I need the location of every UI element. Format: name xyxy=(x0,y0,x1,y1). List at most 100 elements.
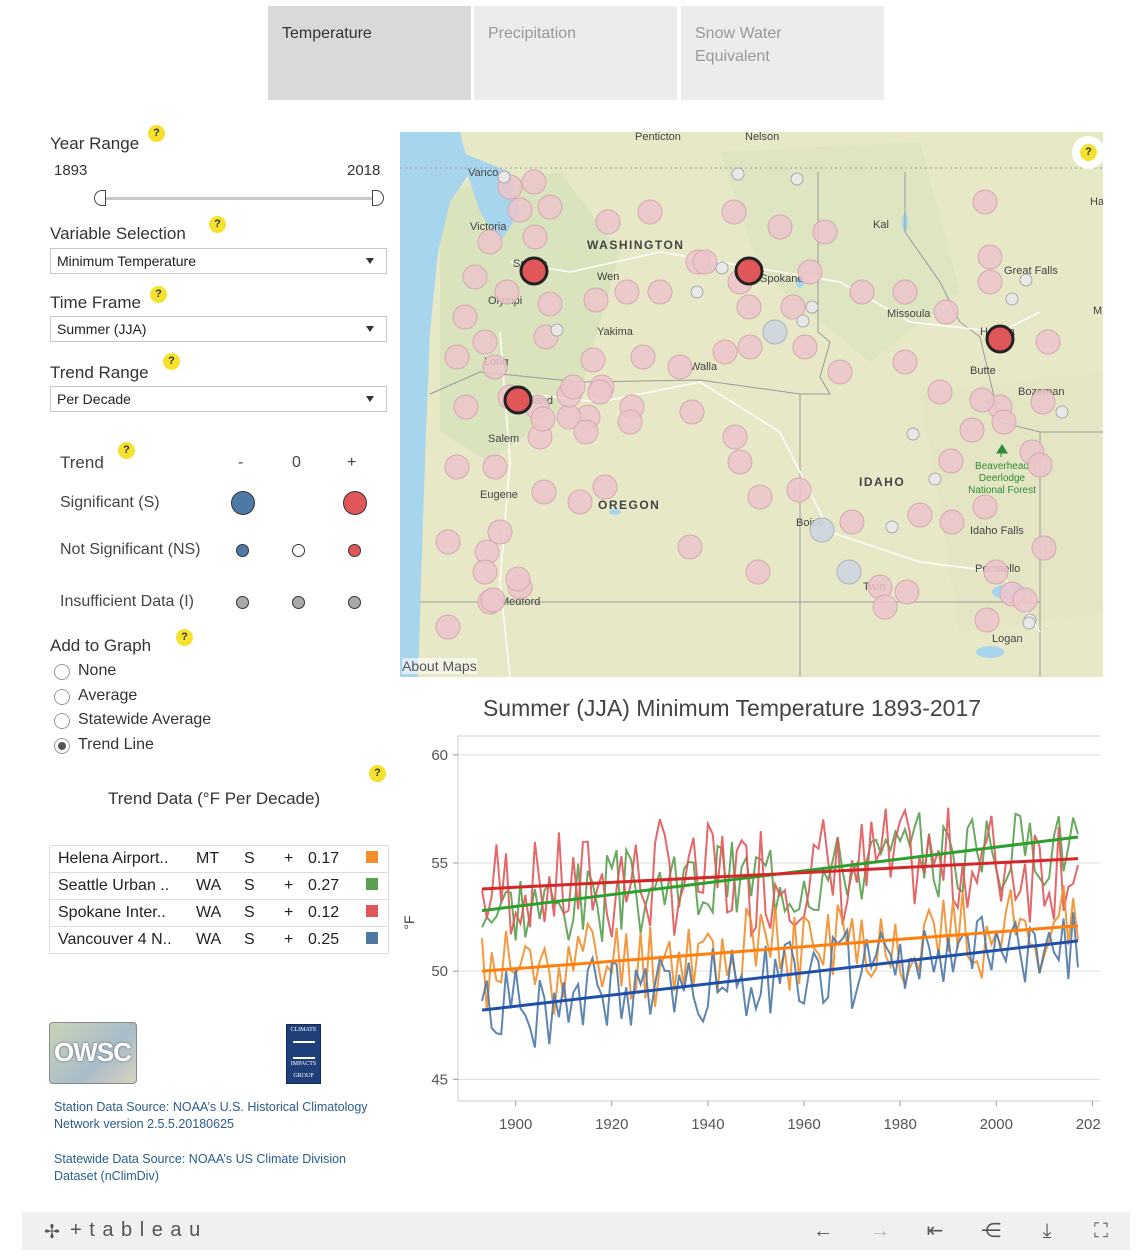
time-frame-dropdown[interactable]: Summer (JJA) xyxy=(50,316,387,342)
tableau-logo[interactable]: + t a b l e a u xyxy=(70,1219,202,1241)
station-marker-ns-positive[interactable] xyxy=(1027,452,1053,478)
help-icon[interactable]: ? xyxy=(118,442,135,459)
station-marker-ns-positive[interactable] xyxy=(737,334,763,360)
station-marker-ns-positive[interactable] xyxy=(537,291,563,317)
table-row[interactable]: Spokane Inter.. WA S +0.12 xyxy=(49,899,389,927)
station-marker-ns-positive[interactable] xyxy=(827,359,853,385)
station-marker-ns-positive[interactable] xyxy=(786,477,812,503)
radio-circle[interactable] xyxy=(54,689,70,705)
station-marker-ns-positive[interactable] xyxy=(679,399,705,425)
station-marker-ns-positive[interactable] xyxy=(933,299,959,325)
station-marker-ns-positive[interactable] xyxy=(721,199,747,225)
station-data-source[interactable]: Station Data Source: NOAA’s U.S. Histori… xyxy=(54,1100,368,1131)
station-marker-ns-positive[interactable] xyxy=(736,294,762,320)
station-marker-ns-positive[interactable] xyxy=(780,294,806,320)
cig-logo[interactable]: CLIMATE IMPACTS GROUP xyxy=(286,1024,321,1084)
station-marker-ns-positive[interactable] xyxy=(537,194,563,220)
station-marker-ns-positive[interactable] xyxy=(453,394,479,420)
station-marker-ns-positive[interactable] xyxy=(614,279,640,305)
station-marker-ns-positive[interactable] xyxy=(712,339,738,365)
station-marker-ns-positive[interactable] xyxy=(580,347,606,373)
tab-snow-water-equivalent[interactable]: Snow Water Equivalent xyxy=(681,6,884,100)
station-marker-ns-positive[interactable] xyxy=(630,344,656,370)
station-marker-ns-positive[interactable] xyxy=(977,244,1003,270)
station-marker-ns-positive[interactable] xyxy=(531,479,557,505)
statewide-data-source[interactable]: Statewide Data Source: NOAA’s US Climate… xyxy=(54,1152,347,1183)
help-icon[interactable]: ? xyxy=(176,629,193,646)
station-marker-ns-positive[interactable] xyxy=(812,219,838,245)
station-marker-ns-zero[interactable] xyxy=(715,261,729,275)
station-marker-ns-positive[interactable] xyxy=(435,614,461,640)
station-marker-ns-zero[interactable] xyxy=(805,300,819,314)
station-marker-ns-positive[interactable] xyxy=(444,454,470,480)
station-marker-ns-positive[interactable] xyxy=(692,249,718,275)
station-marker-ns-zero[interactable] xyxy=(1005,292,1019,306)
series-line[interactable] xyxy=(481,807,1079,939)
station-marker-ns-positive[interactable] xyxy=(462,264,488,290)
station-marker-ns-positive[interactable] xyxy=(480,587,506,613)
year-range-track[interactable] xyxy=(100,197,378,200)
station-marker-ns-positive[interactable] xyxy=(849,279,875,305)
station-marker-ns-positive[interactable] xyxy=(872,594,898,620)
help-icon[interactable]: ? xyxy=(163,353,180,370)
series-line[interactable] xyxy=(481,912,1079,1048)
station-marker-ns-negative[interactable] xyxy=(836,559,862,585)
station-marker-ns-zero[interactable] xyxy=(1022,616,1036,630)
station-marker-ns-positive[interactable] xyxy=(522,224,548,250)
station-marker-significant-positive[interactable] xyxy=(734,256,764,286)
station-marker-ns-positive[interactable] xyxy=(530,406,556,432)
station-marker-ns-positive[interactable] xyxy=(1031,535,1057,561)
tab-temperature[interactable]: Temperature xyxy=(268,6,471,100)
year-range-end-handle[interactable] xyxy=(372,190,384,206)
station-marker-ns-negative[interactable] xyxy=(762,319,788,345)
station-marker-ns-positive[interactable] xyxy=(892,349,918,375)
station-marker-ns-positive[interactable] xyxy=(573,419,599,445)
help-icon[interactable]: ? xyxy=(150,286,167,303)
station-marker-ns-positive[interactable] xyxy=(667,354,693,380)
station-marker-ns-positive[interactable] xyxy=(974,607,1000,633)
table-row[interactable]: Seattle Urban .. WA S +0.27 xyxy=(49,872,389,900)
station-marker-ns-zero[interactable] xyxy=(790,172,804,186)
station-marker-ns-positive[interactable] xyxy=(927,379,953,405)
undo-icon[interactable]: ← xyxy=(813,1220,833,1242)
station-marker-ns-positive[interactable] xyxy=(487,519,513,545)
station-marker-ns-positive[interactable] xyxy=(907,502,933,528)
trend-range-dropdown[interactable]: Per Decade xyxy=(50,386,387,412)
station-marker-ns-positive[interactable] xyxy=(839,509,865,535)
table-row[interactable]: Helena Airport.. MT S +0.17 xyxy=(49,845,389,873)
station-marker-ns-zero[interactable] xyxy=(690,285,704,299)
station-marker-ns-positive[interactable] xyxy=(472,559,498,585)
station-marker-significant-positive[interactable] xyxy=(985,324,1015,354)
station-marker-ns-positive[interactable] xyxy=(477,229,503,255)
trend-line[interactable] xyxy=(481,857,1079,891)
help-icon[interactable]: ? xyxy=(209,216,226,233)
station-marker-ns-negative[interactable] xyxy=(809,517,835,543)
station-marker-ns-positive[interactable] xyxy=(435,529,461,555)
station-marker-significant-positive[interactable] xyxy=(503,385,533,415)
station-marker-ns-positive[interactable] xyxy=(472,329,498,355)
share-icon[interactable]: ⋲ xyxy=(981,1220,1001,1242)
station-marker-ns-zero[interactable] xyxy=(885,520,899,534)
station-marker-ns-positive[interactable] xyxy=(617,409,643,435)
map-attribution[interactable]: About Maps xyxy=(402,658,477,674)
table-row[interactable]: Vancouver 4 N.. WA S +0.25 xyxy=(49,926,389,954)
station-marker-ns-positive[interactable] xyxy=(727,449,753,475)
help-icon[interactable]: ? xyxy=(369,765,386,782)
redo-icon[interactable]: → xyxy=(870,1220,890,1242)
station-marker-ns-positive[interactable] xyxy=(444,344,470,370)
help-icon[interactable]: ? xyxy=(148,125,165,142)
trend-line[interactable] xyxy=(481,924,1079,973)
station-marker-ns-positive[interactable] xyxy=(482,354,508,380)
radio-circle[interactable] xyxy=(54,738,70,754)
station-marker-ns-zero[interactable] xyxy=(928,472,942,486)
station-marker-ns-positive[interactable] xyxy=(977,269,1003,295)
station-marker-ns-positive[interactable] xyxy=(894,579,920,605)
station-marker-ns-positive[interactable] xyxy=(939,509,965,535)
trend-line[interactable] xyxy=(481,939,1079,1012)
station-marker-ns-positive[interactable] xyxy=(637,199,663,225)
radio-circle[interactable] xyxy=(54,713,70,729)
station-marker-ns-positive[interactable] xyxy=(592,474,618,500)
station-marker-ns-positive[interactable] xyxy=(797,259,823,285)
station-marker-ns-positive[interactable] xyxy=(505,566,531,592)
station-marker-significant-positive[interactable] xyxy=(519,256,549,286)
